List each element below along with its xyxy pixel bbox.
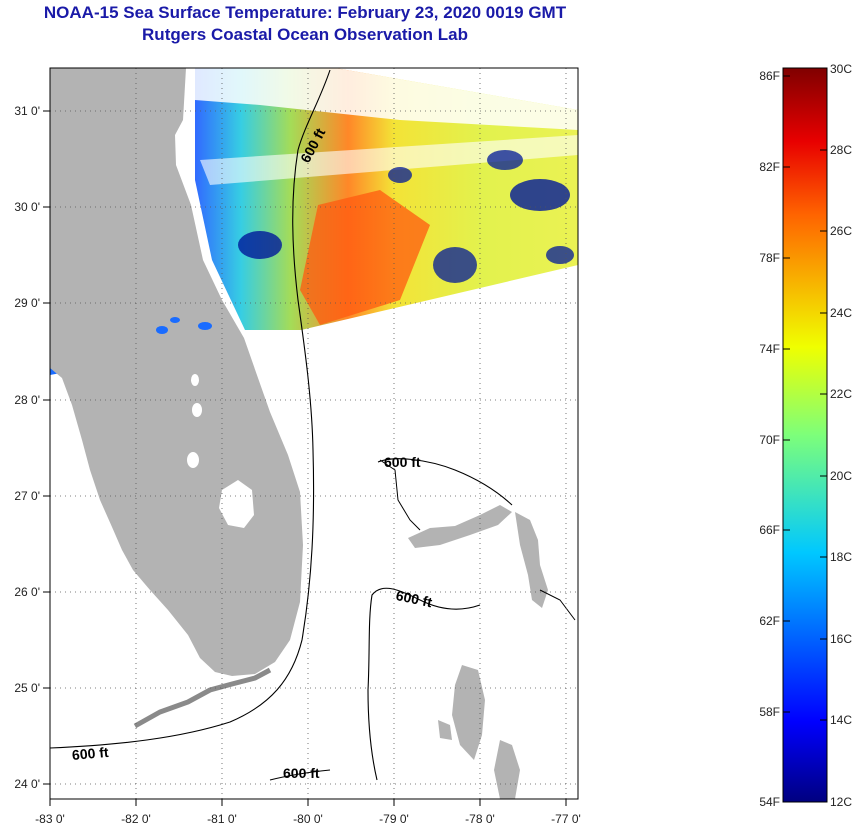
lat-tick-label: 27 0' (14, 489, 40, 503)
lat-tick-label: 31 0' (14, 104, 40, 118)
contour-label-straits: 600 ft (395, 587, 434, 610)
contour-label-gulf: 600 ft (71, 744, 109, 763)
colorbar-c-label: 16C (830, 632, 852, 646)
andros-land (452, 665, 485, 760)
colorbar-c-label: 24C (830, 306, 852, 320)
colorbar-c-label: 28C (830, 143, 852, 157)
colorbar-c-label: 22C (830, 387, 852, 401)
colorbar-f-label: 58F (759, 705, 780, 719)
lake-okeechobee (219, 480, 254, 528)
colorbar-f-label: 62F (759, 614, 780, 628)
lon-tick-label: -83 0' (35, 812, 65, 826)
colorbar-c-label: 30C (830, 62, 852, 76)
lon-tick-label: -80 0' (293, 812, 323, 826)
map-title: NOAA-15 Sea Surface Temperature: Februar… (43, 3, 567, 22)
lat-tick-label: 26 0' (14, 585, 40, 599)
colorbar-c-label: 26C (830, 224, 852, 238)
lon-tick-label: -79 0' (379, 812, 409, 826)
grand-bahama-land (408, 505, 512, 548)
colorbar-f-label: 54F (759, 795, 780, 809)
colorbar-f-label: 86F (759, 69, 780, 83)
colorbar-f-label: 66F (759, 523, 780, 537)
lat-tick-label: 30 0' (14, 200, 40, 214)
lat-tick-label: 28 0' (14, 393, 40, 407)
map-frame (49, 67, 579, 800)
colorbar-f-label: 78F (759, 251, 780, 265)
colorbar-c-label: 20C (830, 469, 852, 483)
colorbar-c-label: 12C (830, 795, 852, 809)
lon-tick-label: -81 0' (207, 812, 237, 826)
colorbar-f-label: 74F (759, 342, 780, 356)
colorbar-f-label: 82F (759, 160, 780, 174)
lat-tick-label: 29 0' (14, 296, 40, 310)
lon-tick-label: -78 0' (465, 812, 495, 826)
axis-ticks (43, 110, 567, 806)
lon-tick-label: -82 0' (121, 812, 151, 826)
colorbar (782, 67, 828, 803)
colorbar-f-label: 70F (759, 433, 780, 447)
colorbar-c-label: 14C (830, 713, 852, 727)
abaco-land (515, 512, 548, 608)
lat-tick-label: 25 0' (14, 681, 40, 695)
grid-lines (50, 68, 578, 799)
colorbar-ticks (783, 67, 827, 721)
lon-tick-label: -77 0' (551, 812, 581, 826)
map-subtitle: Rutgers Coastal Ocean Observation Lab (142, 25, 468, 44)
colorbar-c-label: 18C (830, 550, 852, 564)
lat-tick-label: 24 0' (14, 777, 40, 791)
swath-warm-core (300, 190, 430, 325)
isobath-contours (50, 69, 513, 781)
contour-label-south: 600 ft (283, 765, 320, 781)
contour-label-bahamas: 600 ft (384, 454, 421, 470)
